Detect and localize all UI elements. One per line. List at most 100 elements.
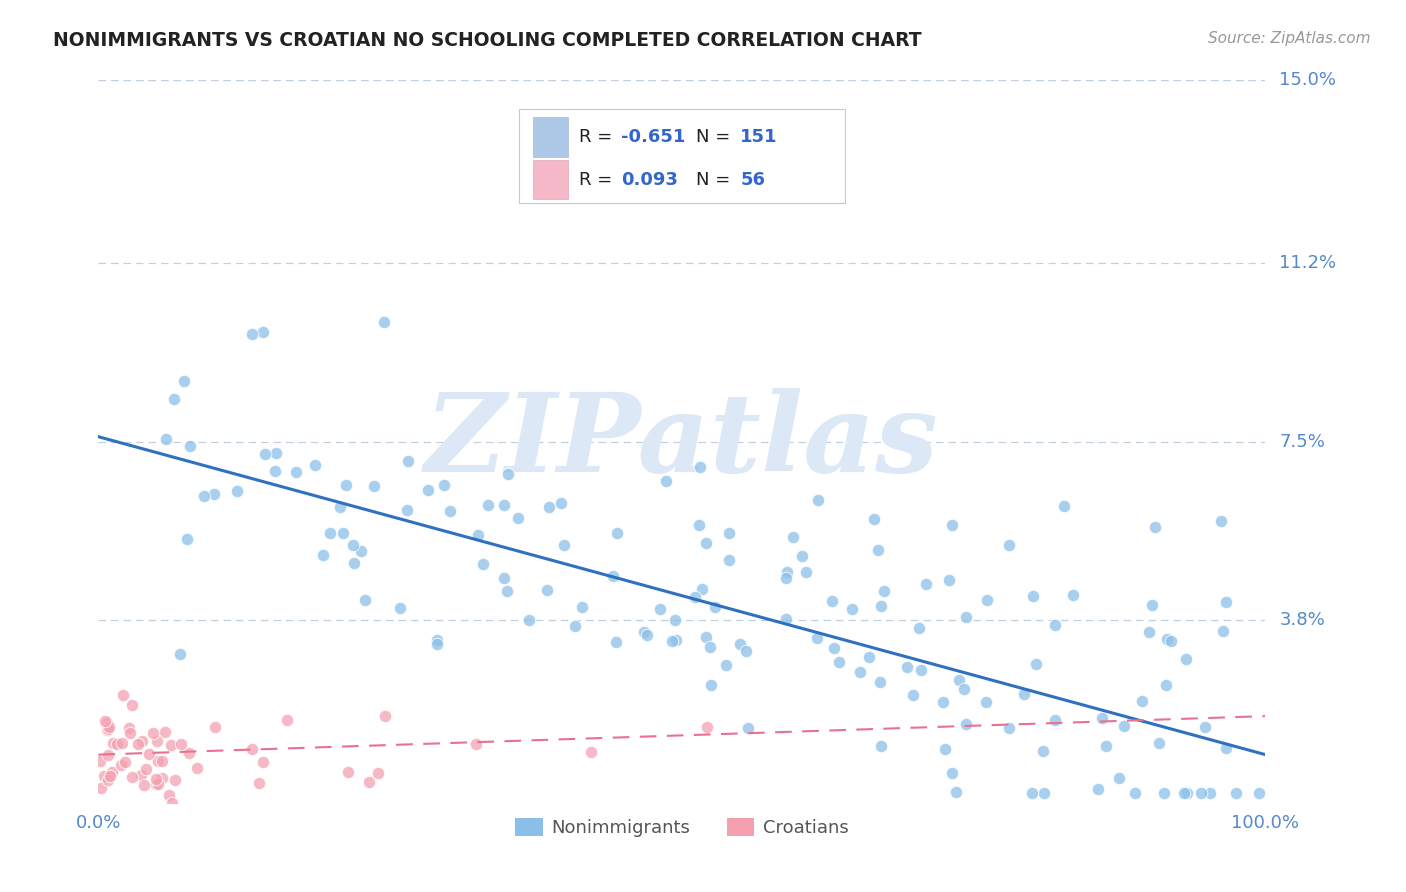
Point (97, 748, 120, 763)
Point (336, 764, 359, 779)
Point (821, 594, 844, 608)
Point (1087, 782, 1109, 797)
Point (173, 374, 195, 388)
Point (110, 757, 132, 772)
Point (367, 766, 389, 780)
Point (169, 647, 191, 661)
Point (319, 525, 342, 540)
Point (467, 528, 489, 542)
Point (1143, 520, 1166, 534)
Point (648, 602, 671, 616)
Point (1177, 786, 1199, 800)
Point (388, 601, 411, 615)
Point (112, 688, 135, 702)
Point (179, 439, 201, 453)
Point (863, 512, 886, 526)
Point (553, 538, 575, 552)
Point (690, 582, 713, 596)
Point (1053, 499, 1076, 513)
Point (717, 553, 740, 567)
Point (1012, 687, 1035, 701)
Point (1160, 633, 1182, 648)
Point (332, 526, 354, 541)
FancyBboxPatch shape (519, 109, 845, 203)
Point (1022, 590, 1045, 604)
Point (1173, 786, 1195, 800)
Point (148, 754, 170, 768)
Point (329, 500, 352, 514)
Point (145, 777, 167, 791)
Point (976, 593, 998, 607)
Point (665, 632, 688, 647)
Point (602, 569, 624, 583)
Point (163, 773, 186, 788)
Point (285, 465, 308, 479)
Point (1156, 678, 1178, 692)
Point (1130, 694, 1153, 708)
Point (120, 726, 142, 740)
Point (695, 536, 717, 550)
Point (343, 557, 366, 571)
Point (953, 682, 976, 697)
Point (1189, 786, 1212, 800)
Point (342, 539, 364, 553)
Point (146, 734, 169, 748)
Point (150, 771, 173, 785)
Point (105, 737, 128, 751)
Point (1025, 657, 1047, 671)
Point (915, 576, 938, 591)
Point (101, 736, 124, 750)
Point (1211, 624, 1233, 638)
Point (1112, 719, 1135, 733)
Point (506, 511, 529, 525)
Point (571, 599, 593, 614)
Text: N =: N = (696, 170, 735, 188)
Point (948, 673, 970, 687)
Point (537, 500, 560, 514)
Text: 3.8%: 3.8% (1279, 611, 1324, 629)
Point (247, 776, 270, 790)
Text: 56: 56 (741, 170, 765, 188)
Point (153, 724, 176, 739)
Point (264, 446, 287, 460)
Point (998, 538, 1021, 552)
Point (1043, 713, 1066, 727)
Point (1021, 786, 1043, 800)
Point (841, 602, 863, 616)
Text: 7.5%: 7.5% (1279, 433, 1326, 450)
Point (193, 489, 215, 503)
Point (395, 502, 418, 516)
Point (581, 745, 603, 759)
Point (170, 737, 193, 751)
Point (97, 723, 120, 737)
Point (350, 544, 373, 558)
Point (873, 584, 896, 599)
Point (699, 640, 721, 654)
Point (735, 644, 758, 658)
Point (135, 762, 157, 776)
Point (1225, 786, 1247, 800)
Text: NONIMMIGRANTS VS CROATIAN NO SCHOOLING COMPLETED CORRELATION CHART: NONIMMIGRANTS VS CROATIAN NO SCHOOLING C… (53, 31, 922, 50)
Point (472, 557, 495, 571)
Point (782, 530, 804, 544)
Text: ZIPatlas: ZIPatlas (425, 388, 939, 495)
Point (129, 768, 152, 782)
Point (868, 542, 890, 557)
FancyBboxPatch shape (533, 160, 568, 200)
Point (252, 325, 274, 339)
Point (1153, 786, 1175, 800)
Point (492, 498, 515, 512)
Point (636, 628, 658, 642)
Point (1123, 786, 1146, 800)
Text: N =: N = (696, 128, 735, 146)
Point (148, 777, 170, 791)
Point (870, 599, 893, 613)
Point (155, 432, 177, 446)
Point (1032, 744, 1054, 758)
Point (775, 570, 797, 584)
Point (1137, 625, 1160, 640)
Point (426, 637, 449, 651)
Point (131, 734, 153, 748)
Point (955, 609, 977, 624)
Point (160, 796, 183, 810)
